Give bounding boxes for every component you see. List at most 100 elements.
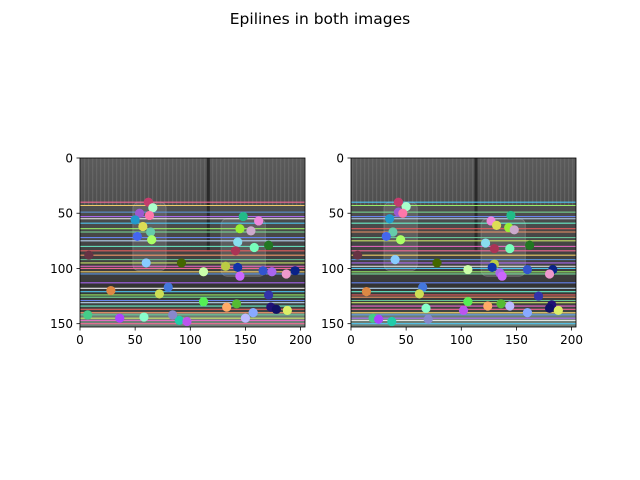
x-tick-label: 50 [128,333,143,347]
image-wall-seam [206,158,210,251]
keypoint [106,285,116,296]
keypoint [544,269,555,279]
keypoint [361,287,372,297]
y-tick-label: 50 [58,207,73,221]
keypoint [553,305,563,316]
keypoint [487,262,497,272]
image-left [80,158,305,327]
keypoint [134,208,145,218]
y-tick-label: 150 [321,317,344,331]
keypoint [496,299,506,309]
keypoint [233,262,243,272]
keypoint [115,313,125,323]
keypoint [145,227,156,237]
panel-right: 0 50 100 150 200 0 50 100 150 [321,152,583,348]
keypoint [267,267,277,277]
keypoint [147,235,157,245]
keypoint [385,214,395,224]
y-tick-label: 150 [50,317,73,331]
axes-frame [79,157,306,328]
keypoint [414,289,424,299]
keypoint [83,310,93,320]
x-tick-label: 200 [560,333,583,347]
keypoint [390,255,400,265]
keypoint [463,296,473,307]
keypoint [168,310,178,320]
keypoint [154,289,165,299]
keypoint [533,291,544,301]
y-tick-label: 0 [336,152,344,166]
keypoint [163,282,173,292]
keypoint [220,261,231,271]
x-tick-label: 100 [450,333,473,347]
keypoint [388,227,398,237]
keypoint [84,250,94,260]
keypoint [423,314,433,324]
keypoint [281,269,291,279]
keypoint [290,266,300,276]
keypoint [505,301,515,311]
keypoint [198,267,209,277]
keypoint [130,215,140,225]
image-wall-stripes [351,158,576,206]
keypoint [497,271,507,281]
keypoint [222,302,232,312]
keypoint [198,296,209,307]
keypoint [522,308,533,318]
keypoint [525,240,535,250]
x-tick-label: 0 [76,333,84,347]
keypoint [233,237,243,247]
keypoint [393,197,404,207]
y-tick-label: 100 [321,262,344,276]
keypoint [387,316,397,327]
keypoint [463,264,473,275]
keypoint [258,266,268,276]
panel-left: 0 50 100 150 200 0 50 100 150 [50,152,312,348]
y-tick-label: 100 [50,262,73,276]
image-wall-seam [474,158,478,251]
keypoint [246,226,256,236]
keypoint [232,299,242,309]
keypoint [249,242,259,253]
keypoint [238,211,248,222]
keypoint [254,216,264,226]
image-right [351,158,576,327]
keypoint [174,315,184,325]
keypoint [139,312,149,322]
keypoint [509,225,519,235]
keypoint [483,301,493,311]
keypoint [480,238,491,248]
keypoint [381,231,391,242]
x-tick-label: 0 [347,333,355,347]
keypoint [235,271,245,281]
y-tick-label: 50 [329,207,344,221]
x-tick-label: 150 [505,333,528,347]
keypoint [491,220,502,230]
keypoint [505,243,515,254]
keypoint [432,258,442,268]
keypoint [489,243,499,254]
keypoint [264,240,274,250]
keypoint [421,303,431,313]
keypoint [240,313,251,323]
keypoint [271,304,281,314]
x-tick-label: 150 [234,333,257,347]
keypoint [396,235,406,245]
keypoint [353,250,363,260]
figure-title: Epilines in both images [230,10,410,28]
y-tick-label: 0 [65,152,73,166]
x-tick-label: 50 [399,333,414,347]
keypoint [182,316,192,327]
keypoint [141,258,151,268]
keypoint [248,308,258,318]
keypoint [264,290,274,300]
keypoint [148,203,158,213]
keypoint [132,231,142,242]
keypoint [544,303,555,313]
x-tick-label: 100 [179,333,202,347]
keypoint [144,210,155,221]
keypoint [506,210,516,221]
axes-frame [350,157,577,328]
